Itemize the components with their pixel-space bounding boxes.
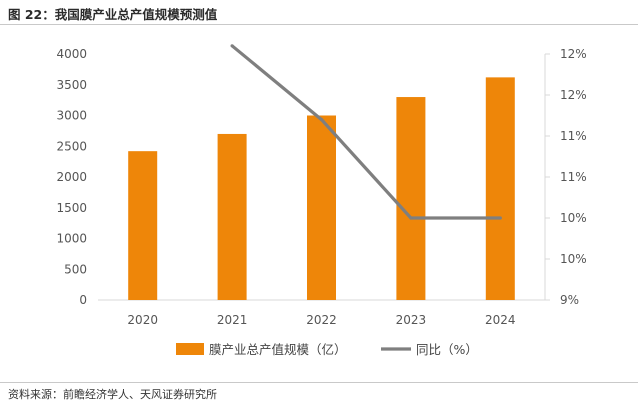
right-tick-label: 12% xyxy=(560,88,587,102)
combo-chart: 0 500 1000 1500 2000 2500 3000 3500 4000 9% 10% 10… xyxy=(56,44,587,357)
x-axis: 2020 2021 2022 2023 2024 xyxy=(127,313,515,327)
right-y-axis: 9% 10% 10% 11% 11% 12% 12% xyxy=(544,47,587,307)
x-tick-label: 2022 xyxy=(306,313,337,327)
x-tick-label: 2024 xyxy=(485,313,516,327)
top-divider xyxy=(0,24,638,25)
line-point xyxy=(319,118,324,122)
left-tick-label: 3000 xyxy=(56,109,87,123)
bar xyxy=(396,97,426,300)
right-tick-label: 10% xyxy=(560,252,587,266)
chart-title: 图 22：我国膜产业总产值规模预测值 xyxy=(8,7,218,22)
x-tick-label: 2023 xyxy=(396,313,427,327)
right-tick-label: 11% xyxy=(560,170,587,184)
left-tick-label: 0 xyxy=(79,293,87,307)
bar xyxy=(307,115,336,300)
bottom-divider xyxy=(0,382,638,383)
right-tick-label: 9% xyxy=(560,293,579,307)
right-tick-label: 11% xyxy=(560,129,587,143)
left-y-axis: 0 500 1000 1500 2000 2500 3000 3500 4000 xyxy=(56,47,87,307)
line-point xyxy=(409,216,413,220)
bar-series xyxy=(128,77,515,301)
x-tick-label: 2020 xyxy=(127,313,158,327)
yoy-line xyxy=(231,44,501,220)
bar xyxy=(485,77,515,301)
left-tick-label: 500 xyxy=(64,262,87,276)
left-tick-label: 2000 xyxy=(56,170,87,184)
right-tick-label: 12% xyxy=(560,47,587,61)
right-tick-label: 10% xyxy=(560,211,587,225)
left-tick-label: 1000 xyxy=(56,232,87,246)
line-point xyxy=(498,216,502,220)
legend: 膜产业总产值规模（亿） 同比（%） xyxy=(176,342,478,357)
legend-line-label: 同比（%） xyxy=(416,342,478,357)
left-tick-label: 4000 xyxy=(56,47,87,61)
line-point xyxy=(230,44,234,48)
bar xyxy=(217,133,247,300)
legend-bar-label: 膜产业总产值规模（亿） xyxy=(209,342,347,357)
line-series xyxy=(230,44,502,220)
bar xyxy=(128,151,158,300)
source-note: 资料来源：前瞻经济学人、天风证券研究所 xyxy=(8,388,217,401)
x-tick-label: 2021 xyxy=(217,313,248,327)
left-tick-label: 2500 xyxy=(56,139,87,153)
left-tick-label: 3500 xyxy=(56,78,87,92)
left-tick-label: 1500 xyxy=(56,201,87,215)
legend-bar-swatch xyxy=(176,343,204,355)
